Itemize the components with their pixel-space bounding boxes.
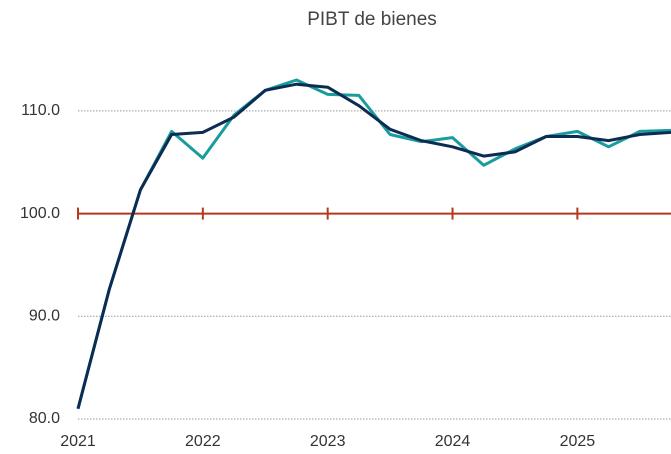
x-tick-label: 2023 <box>310 433 346 450</box>
y-tick-label: 80.0 <box>29 410 60 427</box>
x-tick-label: 2024 <box>435 433 471 450</box>
y-tick-label: 90.0 <box>29 308 60 325</box>
y-tick-label: 100.0 <box>20 205 60 222</box>
x-tick-label: 2025 <box>560 433 596 450</box>
x-tick-label: 2022 <box>185 433 221 450</box>
chart-title: PIBT de bienes <box>307 9 437 30</box>
y-tick-label: 110.0 <box>21 102 60 119</box>
series-line <box>76 78 671 410</box>
series-line <box>76 82 671 410</box>
x-tick-label: 2021 <box>60 433 96 450</box>
